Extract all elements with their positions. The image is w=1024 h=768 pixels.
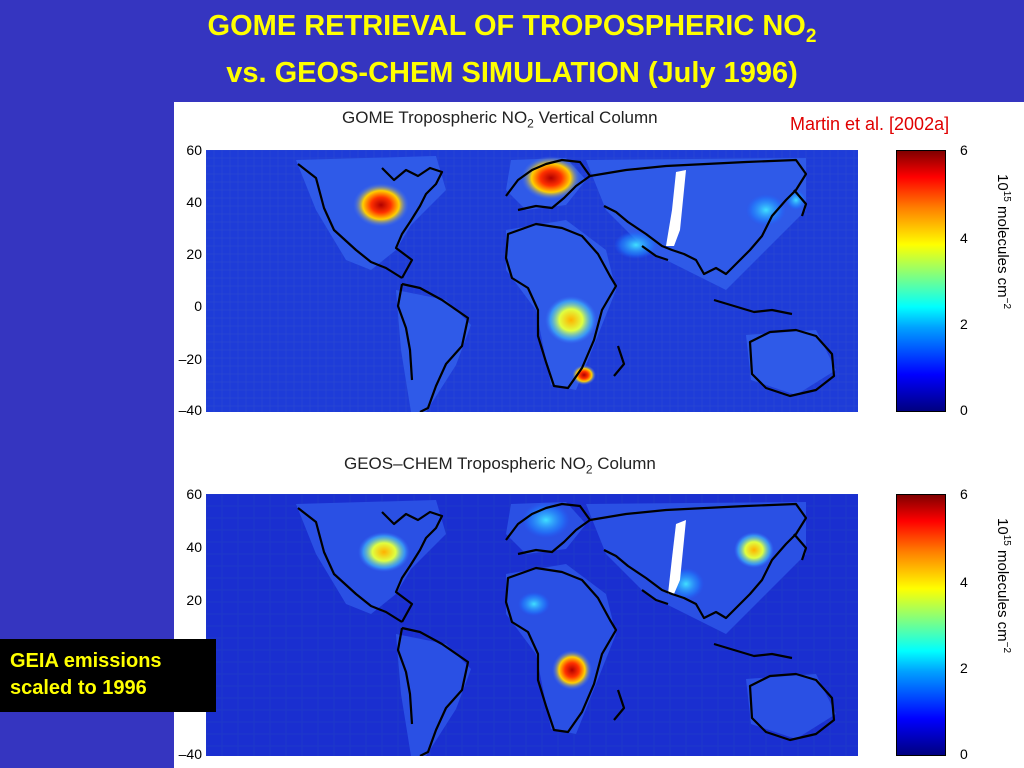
hotspot2-east-china bbox=[734, 532, 774, 568]
hotspot2-eastern-us bbox=[358, 532, 410, 572]
cbar-top-tick-0: 0 bbox=[960, 402, 968, 418]
map-gome-svg bbox=[206, 150, 858, 412]
map-geoschem bbox=[206, 494, 858, 756]
colorbar-unit-top: 1015 molecules cm−2 bbox=[994, 174, 1012, 310]
title-line-2: vs. GEOS-CHEM SIMULATION (July 1996) bbox=[226, 56, 798, 89]
y-tick-bottom-60: 60 bbox=[186, 486, 202, 502]
coast2-madagascar bbox=[613, 689, 626, 721]
coast-japan bbox=[793, 189, 808, 217]
coast-africa bbox=[504, 222, 618, 390]
coast-australia bbox=[748, 328, 836, 398]
coast2-africa bbox=[504, 566, 618, 734]
coast2-indonesia bbox=[713, 642, 793, 660]
note-line-1: GEIA emissions bbox=[10, 650, 162, 672]
coast2-europe bbox=[505, 502, 592, 556]
hotspot-middle-east bbox=[614, 231, 658, 259]
coast-madagascar bbox=[613, 345, 626, 377]
cbar-bottom-tick-6: 6 bbox=[960, 486, 968, 502]
colorbar-bottom bbox=[896, 494, 946, 756]
y-tick-top-20: 20 bbox=[186, 246, 202, 262]
coast-south-america bbox=[396, 282, 470, 412]
cbar-bottom-tick-2: 2 bbox=[960, 660, 968, 676]
map-gome bbox=[206, 150, 858, 412]
land-south-america bbox=[396, 290, 471, 412]
title-line-1: GOME RETRIEVAL OF TROPOSPHERIC NO2 bbox=[207, 10, 817, 47]
coast2-japan bbox=[793, 533, 808, 561]
coast-indonesia bbox=[713, 298, 793, 316]
colorbar-unit-bottom: 1015 molecules cm−2 bbox=[994, 518, 1012, 654]
colorbar-top bbox=[896, 150, 946, 412]
y-tick-top-60: 60 bbox=[186, 142, 202, 158]
coast-europe bbox=[505, 158, 592, 212]
missing-data-stripe-2 bbox=[668, 520, 686, 594]
y-tick-top-40: 40 bbox=[186, 194, 202, 210]
map-title-gome: GOME Tropospheric NO2 Vertical Column bbox=[342, 108, 658, 131]
coast-north-america bbox=[297, 163, 444, 279]
y-tick-bottom-40: 40 bbox=[186, 539, 202, 555]
hotspot2-west-africa bbox=[518, 592, 550, 616]
missing-data-stripe bbox=[666, 170, 686, 246]
hotspot-western-europe bbox=[521, 156, 581, 200]
note-line-2: scaled to 1996 bbox=[10, 677, 147, 699]
hotspot-central-africa bbox=[545, 296, 597, 344]
citation: Martin et al. [2002a] bbox=[790, 114, 950, 134]
hotspot2-western-europe bbox=[522, 502, 570, 538]
y-tick-bottom-m40: –40 bbox=[178, 746, 202, 762]
land-asia bbox=[586, 158, 806, 290]
cbar-top-tick-4: 4 bbox=[960, 230, 968, 246]
map-title-geoschem: GEOS–CHEM Tropospheric NO2 Column bbox=[344, 454, 656, 477]
coast2-australia bbox=[748, 672, 836, 742]
cbar-bottom-tick-0: 0 bbox=[960, 746, 968, 762]
geia-note: GEIA emissions scaled to 1996 bbox=[0, 639, 216, 712]
hotspot-southern-africa bbox=[572, 365, 596, 385]
hotspot-east-china bbox=[746, 194, 786, 226]
coast2-north-america bbox=[297, 507, 444, 623]
y-tick-top-m40: –40 bbox=[178, 402, 202, 418]
figure-panel: GOME Tropospheric NO2 Vertical Column Ma… bbox=[174, 102, 1024, 768]
hotspot2-southern-africa bbox=[552, 650, 592, 690]
y-tick-top-m20: –20 bbox=[178, 351, 202, 367]
cbar-top-tick-6: 6 bbox=[960, 142, 968, 158]
coast2-south-america bbox=[396, 626, 470, 756]
land-south-america-2 bbox=[396, 634, 471, 756]
cbar-top-tick-2: 2 bbox=[960, 316, 968, 332]
y-tick-top-0: 0 bbox=[194, 298, 202, 314]
slide-title: GOME RETRIEVAL OF TROPOSPHERIC NO2 vs. G… bbox=[0, 8, 1024, 92]
land-australia bbox=[746, 330, 836, 395]
coast-asia bbox=[589, 158, 808, 276]
cbar-bottom-tick-4: 4 bbox=[960, 574, 968, 590]
map-geoschem-svg bbox=[206, 494, 858, 756]
land-australia-2 bbox=[746, 674, 836, 739]
coast2-asia bbox=[589, 502, 808, 620]
hotspot-eastern-us bbox=[353, 183, 409, 227]
y-tick-bottom-20: 20 bbox=[186, 592, 202, 608]
